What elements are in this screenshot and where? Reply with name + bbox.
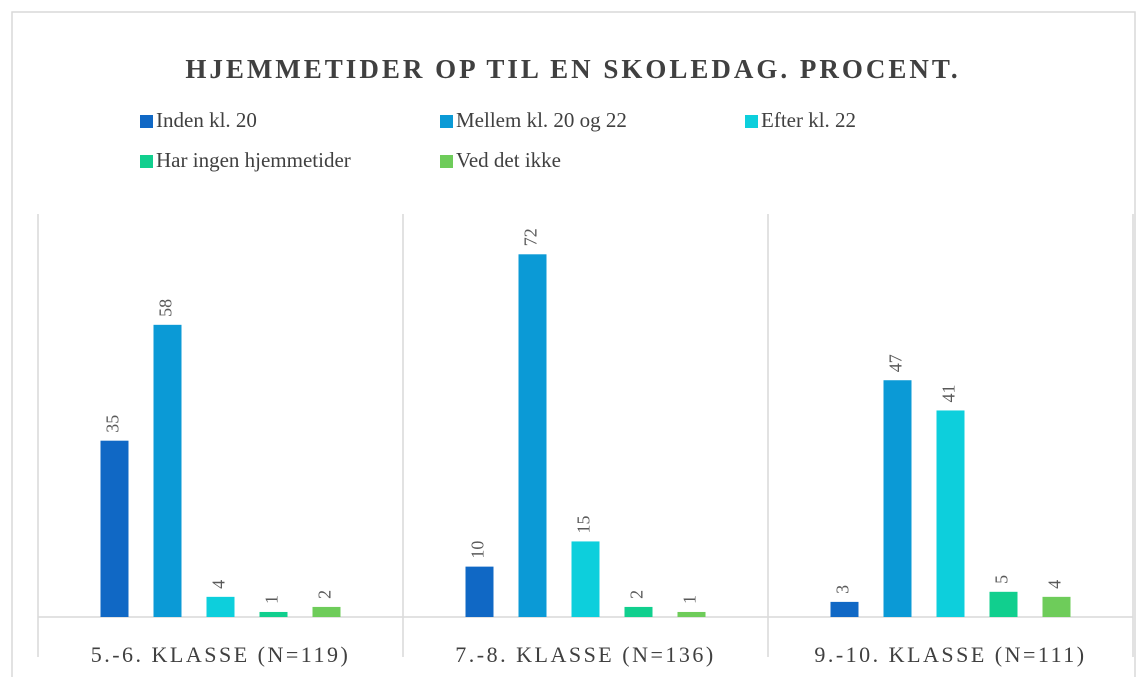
bar [100, 440, 129, 617]
data-label: 58 [156, 299, 176, 317]
data-label: 3 [833, 585, 853, 594]
legend-swatch [140, 115, 153, 128]
legend-label: Har ingen hjemmetider [156, 148, 351, 172]
bar [153, 324, 182, 617]
bar [312, 606, 341, 617]
data-label: 5 [992, 575, 1012, 584]
bar [989, 591, 1018, 617]
data-label: 1 [680, 595, 700, 604]
data-label: 1 [262, 595, 282, 604]
chart-border [11, 11, 1136, 677]
legend-swatch [140, 155, 153, 168]
legend-label: Ved det ikke [456, 148, 561, 172]
bar [518, 254, 547, 618]
bar [830, 601, 859, 617]
data-label: 4 [1045, 580, 1065, 589]
data-label: 72 [521, 228, 541, 246]
data-label: 41 [939, 384, 959, 402]
bar [571, 541, 600, 617]
x-tick-label: 7.-8. KLASSE (N=136) [455, 642, 715, 667]
legend-label: Inden kl. 20 [156, 108, 257, 132]
chart-title: HJEMMETIDER OP TIL EN SKOLEDAG. PROCENT. [185, 54, 960, 84]
legend-swatch [745, 115, 758, 128]
bar [624, 606, 653, 617]
legend-label: Efter kl. 22 [761, 108, 856, 132]
data-label: 4 [209, 580, 229, 589]
bar [465, 566, 494, 617]
data-label: 47 [886, 354, 906, 372]
x-tick-label: 5.-6. KLASSE (N=119) [91, 642, 351, 667]
bar [677, 611, 706, 617]
bar [206, 596, 235, 617]
legend-swatch [440, 155, 453, 168]
x-tick-label: 9.-10. KLASSE (N=111) [814, 642, 1086, 667]
legend-swatch [440, 115, 453, 128]
data-label: 2 [627, 590, 647, 599]
bar [936, 410, 965, 617]
data-label: 35 [103, 415, 123, 433]
bar [259, 611, 288, 617]
legend-label: Mellem kl. 20 og 22 [456, 108, 627, 132]
data-label: 2 [315, 590, 335, 599]
bar [883, 380, 912, 617]
data-label: 15 [574, 515, 594, 533]
bar [1042, 596, 1071, 617]
data-label: 10 [468, 541, 488, 559]
